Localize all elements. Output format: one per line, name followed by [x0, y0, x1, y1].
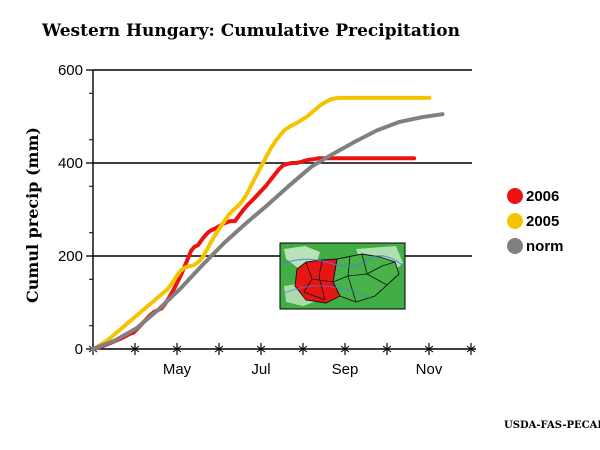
y-tick-label: 600: [58, 62, 83, 79]
legend-marker-2005: [507, 213, 523, 229]
x-tick-star: [340, 345, 350, 353]
legend-marker-2006: [507, 188, 523, 204]
legend-label-2005: 2005: [526, 213, 559, 230]
series-lines: [91, 95, 445, 351]
x-tick-star: [130, 345, 140, 353]
legend-marker-norm: [507, 238, 523, 254]
chart-title: Western Hungary: Cumulative Precipitatio…: [41, 21, 460, 41]
legend: 2006 2005 norm: [507, 188, 564, 255]
y-tick-label: 200: [58, 248, 83, 265]
x-tick-star: [382, 345, 392, 353]
x-tick-label: May: [163, 361, 192, 378]
credit-text: USDA-FAS-PECAD: [504, 420, 600, 431]
y-axis-label: Cumul precip (mm): [23, 127, 42, 303]
x-tick-label: Sep: [332, 361, 359, 378]
series-line-norm: [91, 112, 445, 351]
x-tick-star: [172, 345, 182, 353]
y-ticks: 0 200 400 600: [58, 62, 93, 358]
river-lines: [281, 285, 371, 299]
x-tick-star: [424, 345, 434, 353]
hungary-west-region: [294, 258, 341, 304]
county-borders: [303, 253, 396, 303]
x-tick-label: Nov: [416, 361, 443, 378]
legend-label-norm: norm: [526, 238, 564, 255]
inset-map: [279, 242, 406, 310]
y-tick-label: 0: [75, 341, 83, 358]
x-tick-star: [466, 345, 476, 353]
x-ticks: May Jul Sep Nov: [88, 343, 476, 378]
x-tick-star: [214, 345, 224, 353]
x-tick-label: Jul: [251, 361, 270, 378]
x-tick-star: [256, 345, 266, 353]
legend-label-2006: 2006: [526, 188, 559, 205]
river-lines: [281, 255, 405, 267]
series-line-2005: [91, 95, 432, 351]
x-tick-star: [298, 345, 308, 353]
y-tick-label: 400: [58, 155, 83, 172]
axes: [92, 70, 476, 350]
